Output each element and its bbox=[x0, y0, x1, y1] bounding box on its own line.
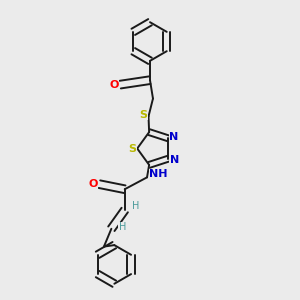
Text: NH: NH bbox=[149, 169, 168, 179]
Text: H: H bbox=[119, 222, 126, 232]
Text: H: H bbox=[132, 202, 140, 212]
Text: S: S bbox=[128, 144, 136, 154]
Text: N: N bbox=[170, 154, 179, 164]
Text: O: O bbox=[109, 80, 119, 90]
Text: O: O bbox=[88, 178, 98, 189]
Text: S: S bbox=[139, 110, 147, 120]
Text: N: N bbox=[169, 132, 178, 142]
